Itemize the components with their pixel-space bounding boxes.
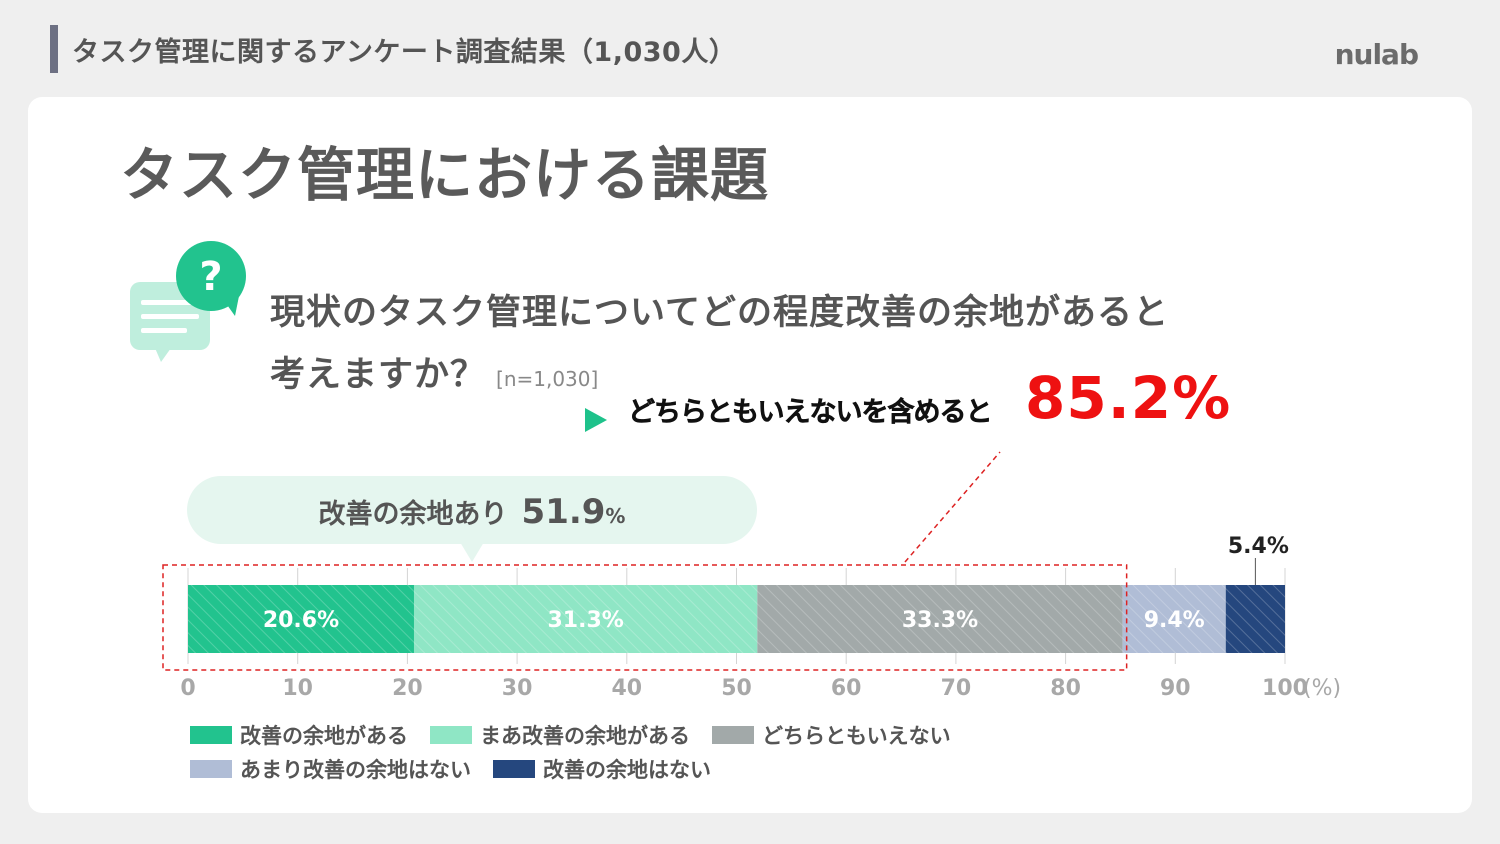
svg-text:?: ? (199, 254, 222, 300)
highlight-value: 85.2% (1025, 364, 1232, 432)
bar-data-label: 20.6% (263, 608, 339, 633)
bar-hatch (1225, 585, 1285, 653)
x-tick-label: 70 (941, 676, 972, 701)
page-title: タスク管理における課題 (120, 141, 770, 209)
sample-size: [n=1,030] (496, 367, 599, 391)
bubble-text: 改善の余地あり 51.9% (187, 492, 757, 532)
brand-logo: nulab (1334, 38, 1419, 71)
survey-question: 現状のタスク管理についてどの程度改善の余地があると 考えますか？ [n=1,030… (270, 282, 1169, 410)
x-tick-label: 100 (1262, 676, 1308, 701)
question-line-2-text: 考えますか？ (270, 355, 487, 395)
legend-item: 改善の余地がある (190, 720, 408, 750)
bubble-unit: % (605, 504, 626, 528)
bar-hatch (1122, 585, 1226, 653)
x-axis-unit: (%) (1303, 676, 1341, 701)
legend-label: 改善の余地がある (240, 724, 408, 748)
legend-swatch (190, 760, 232, 778)
play-arrow-icon (585, 408, 607, 432)
content-card (28, 97, 1472, 813)
highlight-connector-line (904, 451, 1001, 563)
x-tick-label: 40 (611, 676, 642, 701)
header-title: タスク管理に関するアンケート調査結果（1,030人） (72, 37, 737, 68)
bubble-tail (460, 542, 484, 562)
chart-legend: 改善の余地がある まあ改善の余地がある どちらともいえない あまり改善の余地はな… (190, 718, 1090, 786)
legend-row: あまり改善の余地はない 改善の余地はない (190, 752, 1090, 786)
question-line-1: 現状のタスク管理についてどの程度改善の余地があると (270, 293, 1169, 333)
highlight-dashed-box (162, 564, 1128, 671)
legend-label: あまり改善の余地はない (240, 758, 471, 782)
x-tick-label: 90 (1160, 676, 1191, 701)
bar-data-label: 5.4% (1228, 534, 1289, 559)
bubble-label: 改善の余地あり (318, 499, 508, 530)
legend-swatch (493, 760, 535, 778)
legend-row: 改善の余地がある まあ改善の余地がある どちらともいえない (190, 718, 1090, 752)
x-tick-label: 10 (282, 676, 313, 701)
x-tick-label: 30 (502, 676, 533, 701)
x-tick-label: 20 (392, 676, 423, 701)
x-tick-label: 80 (1050, 676, 1081, 701)
bubble-value: 51.9 (521, 492, 606, 532)
legend-swatch (190, 726, 232, 744)
question-chat-icon: ? (125, 240, 255, 365)
legend-item: 改善の余地はない (493, 754, 711, 784)
legend-item: どちらともいえない (712, 720, 951, 750)
highlight-label: どちらともいえないを含めると (628, 397, 993, 429)
legend-item: まあ改善の余地がある (430, 720, 690, 750)
x-tick-label: 50 (721, 676, 752, 701)
x-tick-label: 60 (831, 676, 862, 701)
question-line-2: 考えますか？ [n=1,030] (270, 344, 1169, 410)
bar-data-label: 33.3% (902, 608, 978, 633)
x-tick-label: 0 (180, 676, 195, 701)
improvement-bubble: 改善の余地あり 51.9% (187, 476, 757, 544)
legend-label: 改善の余地はない (543, 758, 711, 782)
legend-swatch (430, 726, 472, 744)
legend-item: あまり改善の余地はない (190, 754, 471, 784)
bar-hatch (413, 585, 758, 653)
bar-data-label: 31.3% (547, 608, 623, 633)
header-accent-bar (50, 25, 58, 73)
bar-data-label: 9.4% (1144, 608, 1205, 633)
legend-swatch (712, 726, 754, 744)
legend-label: まあ改善の余地がある (480, 724, 690, 748)
bar-hatch (188, 585, 414, 653)
legend-label: どちらともいえない (762, 724, 951, 748)
bar-hatch (757, 585, 1123, 653)
